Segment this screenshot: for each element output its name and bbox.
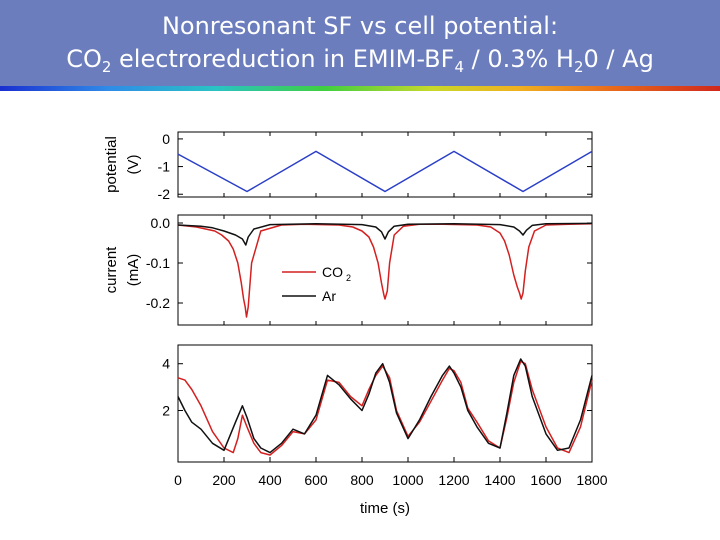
slide-title-line2: CO2 electroreduction in EMIM-BF4 / 0.3% … — [0, 43, 720, 76]
bottom-xtick-label: 600 — [304, 472, 328, 488]
middle-y-axis-label-line2: (mA) — [125, 254, 142, 287]
rainbow-divider — [0, 86, 720, 91]
top-ytick-label: -1 — [158, 159, 171, 175]
bottom-xtick-label: 1600 — [530, 472, 561, 488]
bottom-plot-frame — [177, 344, 593, 463]
top-ytick-label: -2 — [158, 186, 171, 202]
middle-plot-frame — [177, 214, 593, 326]
middle-ytick-label: -0.1 — [146, 255, 170, 271]
top-y-axis-label-line2: (V) — [125, 155, 142, 175]
title-sub-4: 4 — [454, 58, 464, 76]
top-plot-frame — [177, 131, 593, 198]
bottom-xtick-label: 800 — [350, 472, 374, 488]
x-axis-label: time (s) — [360, 500, 410, 517]
bottom-xtick-label: 1800 — [576, 472, 607, 488]
middle-series-line-ar — [177, 222, 593, 246]
bottom-xtick-label: 200 — [212, 472, 236, 488]
top-ytick-label: 0 — [162, 131, 170, 147]
bottom-series-line-co2 — [177, 360, 593, 456]
title-sub-2a: 2 — [101, 58, 112, 76]
bottom-xtick-label: 1200 — [438, 472, 469, 488]
top-series-line-potential — [177, 150, 593, 193]
title-sub-2b: 2 — [573, 58, 584, 76]
middle-y-axis-label-line1: current — [103, 246, 120, 294]
title-part-emim: electroreduction in EMIM-BF — [111, 45, 455, 73]
title-part-ag: 0 / Ag — [583, 45, 654, 73]
bottom-xtick-label: 0 — [174, 472, 182, 488]
bottom-xtick-label: 1000 — [392, 472, 423, 488]
bottom-ytick-label: 4 — [162, 356, 170, 372]
middle-ytick-label: 0.0 — [151, 215, 171, 231]
bottom-xtick-label: 1400 — [484, 472, 515, 488]
legend-label-co2: CO — [322, 264, 343, 280]
bottom-xtick-label: 400 — [258, 472, 282, 488]
title-part-h: / 0.3% H — [463, 45, 574, 73]
title-part-co: CO — [66, 45, 102, 73]
slide-title-bar: Nonresonant SF vs cell potential: CO2 el… — [0, 0, 720, 86]
bottom-ytick-label: 2 — [162, 403, 170, 419]
legend-label-ar: Ar — [322, 288, 336, 304]
slide-title-line1: Nonresonant SF vs cell potential: — [161, 12, 559, 40]
legend-label-co2-subscript: 2 — [346, 273, 351, 283]
top-y-axis-label-line1: potential — [103, 136, 120, 193]
middle-series-line-co2 — [177, 223, 593, 318]
middle-ytick-label: -0.2 — [146, 295, 170, 311]
bottom-series-line-ar — [177, 358, 593, 454]
